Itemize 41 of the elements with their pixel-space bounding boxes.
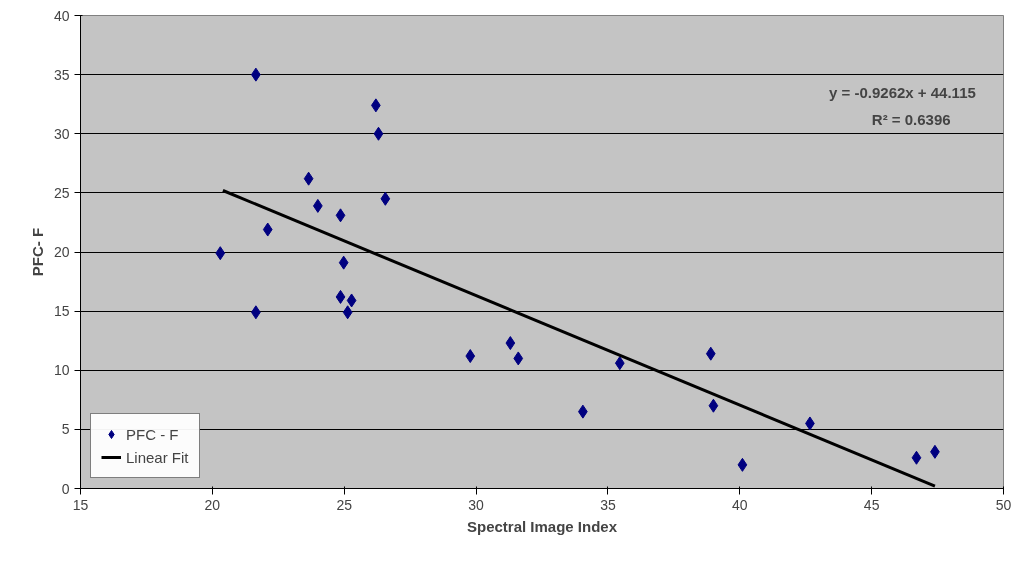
point — [911, 450, 922, 465]
point — [614, 356, 625, 371]
x-tick-label: 35 — [600, 496, 616, 513]
y-tick-label: 20 — [53, 244, 70, 260]
point — [705, 346, 716, 361]
point — [380, 191, 391, 206]
point — [513, 351, 524, 366]
y-tick-label: 40 — [53, 7, 70, 24]
y-tick-label: 35 — [53, 66, 70, 83]
x-tick-label: 50 — [995, 496, 1012, 513]
y-tick-label: 30 — [53, 125, 70, 142]
x-tick-label: 45 — [863, 496, 880, 513]
point — [346, 293, 357, 308]
x-tick-label: 40 — [732, 496, 748, 513]
point — [505, 336, 516, 351]
annotation: y = -0.9262x + 44.115 — [829, 83, 976, 101]
point — [737, 457, 748, 472]
point — [342, 305, 353, 320]
point — [335, 208, 346, 223]
point — [262, 222, 273, 237]
point — [373, 126, 384, 141]
x-tick-label: 15 — [72, 496, 89, 513]
point — [708, 398, 719, 413]
x-tick-label: 30 — [468, 496, 485, 513]
point — [303, 171, 314, 186]
x-tick-label: 20 — [204, 496, 221, 513]
y-axis-title: PFC- F — [28, 227, 46, 277]
y-tick-label: 25 — [53, 184, 70, 201]
annotation: R² = 0.6396 — [871, 111, 951, 129]
x-axis-title: Spectral Image Index — [466, 517, 618, 535]
point — [338, 255, 349, 270]
legend-label: PFC - F — [126, 425, 179, 443]
point — [465, 349, 476, 364]
y-tick-label: 0 — [61, 480, 70, 497]
point — [215, 246, 226, 261]
y-tick-label: 15 — [53, 303, 70, 320]
legend-label: Linear Fit — [126, 448, 189, 466]
y-tick-label: 5 — [61, 421, 70, 438]
x-tick-label: 25 — [336, 496, 353, 513]
point — [335, 289, 346, 304]
y-tick-label: 10 — [53, 362, 70, 379]
